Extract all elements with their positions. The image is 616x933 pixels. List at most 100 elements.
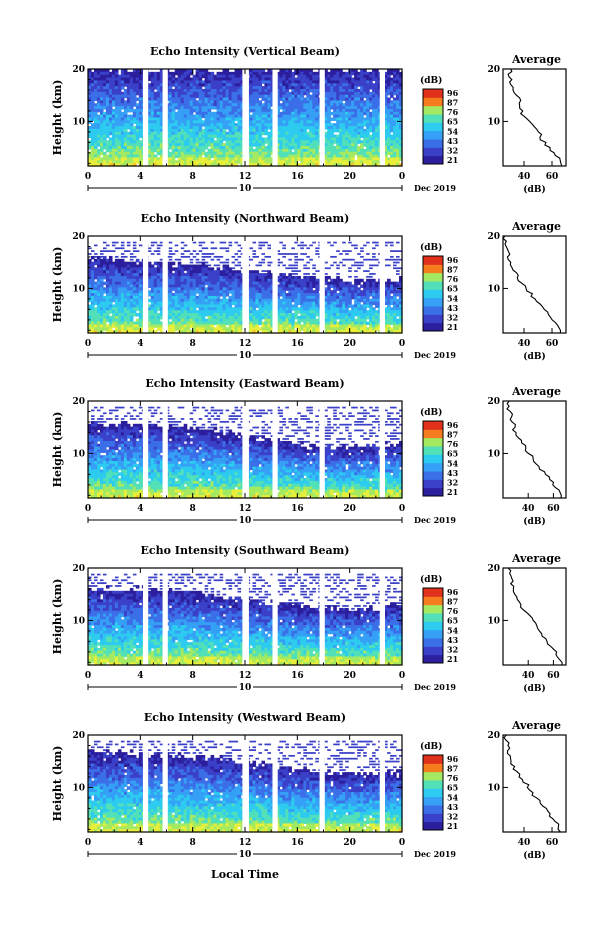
x-tick-label: 0: [399, 172, 405, 182]
x-tick-label: 8: [190, 172, 196, 182]
colorbar-swatch: [423, 122, 443, 131]
colorbar-tick: 43: [447, 635, 459, 645]
colorbar-swatch: [423, 264, 443, 273]
day-marker: 10: [239, 184, 252, 194]
colorbar-tick: 21: [447, 322, 458, 332]
x-tick-label: 12: [239, 339, 252, 349]
average-y-tick: 10: [487, 449, 500, 459]
heatmap: [88, 735, 403, 833]
colorbar-swatch: [423, 289, 443, 298]
average-y-tick: 10: [487, 783, 500, 793]
colorbar-tick: 87: [447, 764, 458, 774]
colorbar-swatch: [423, 613, 443, 622]
x-axis-label: Local Time: [211, 868, 279, 881]
data-gap: [242, 69, 249, 166]
heatmap: [88, 568, 403, 666]
colorbar-swatch: [423, 630, 443, 639]
y-tick-label: 20: [72, 65, 85, 75]
colorbar-swatch: [423, 822, 443, 831]
average-x-tick: 40: [522, 504, 535, 514]
colorbar-swatch: [423, 438, 443, 447]
average-y-tick: 20: [487, 564, 500, 574]
colorbar-tick: 32: [447, 145, 458, 155]
date-label: Dec 2019: [414, 350, 456, 360]
colorbar-swatch: [423, 479, 443, 488]
colorbar-label: (dB): [420, 407, 442, 418]
y-tick-label: 10: [72, 783, 85, 793]
colorbar-swatch: [423, 421, 443, 430]
colorbar-tick: 76: [447, 439, 459, 449]
data-gap: [320, 69, 325, 166]
colorbar-tick: 96: [447, 420, 459, 430]
panel-title: Echo Intensity (Vertical Beam): [150, 45, 340, 58]
y-tick-label: 20: [72, 731, 85, 741]
y-tick-label: 20: [72, 564, 85, 574]
colorbar-swatch: [423, 471, 443, 480]
x-tick-label: 4: [137, 838, 143, 848]
data-gap: [272, 735, 277, 832]
y-tick-label: 20: [72, 232, 85, 242]
colorbar-swatch: [423, 323, 443, 332]
data-gap: [272, 236, 277, 333]
colorbar-swatch: [423, 97, 443, 106]
average-x-tick: 60: [547, 504, 560, 514]
x-tick-label: 8: [190, 339, 196, 349]
data-gap: [320, 401, 325, 498]
colorbar-swatch: [423, 788, 443, 797]
x-tick-label: 4: [137, 339, 143, 349]
x-tick-label: 16: [291, 339, 304, 349]
colorbar-swatch: [423, 772, 443, 781]
colorbar-swatch: [423, 605, 443, 614]
x-tick-label: 0: [85, 838, 91, 848]
data-gap: [143, 735, 148, 832]
colorbar-tick: 54: [447, 126, 459, 136]
average-x-label: (dB): [523, 516, 545, 527]
y-tick-label: 10: [72, 616, 85, 626]
colorbar-swatch: [423, 446, 443, 455]
y-axis-label: Height (km): [51, 746, 64, 822]
colorbar-swatch: [423, 463, 443, 472]
y-axis-label: Height (km): [51, 80, 64, 156]
average-y-tick: 20: [487, 65, 500, 75]
average-frame: [503, 69, 566, 166]
panel-title: Echo Intensity (Eastward Beam): [145, 377, 344, 390]
panel-4: Echo Intensity (Westward Beam)Height (km…: [51, 711, 566, 861]
colorbar-swatch: [423, 621, 443, 630]
colorbar-swatch: [423, 638, 443, 647]
x-tick-label: 12: [239, 838, 252, 848]
average-y-tick: 20: [487, 397, 500, 407]
average-frame: [503, 735, 566, 832]
colorbar-tick: 21: [447, 487, 458, 497]
colorbar-tick: 21: [447, 654, 458, 664]
colorbar-tick: 54: [447, 293, 459, 303]
colorbar-tick: 96: [447, 255, 459, 265]
x-tick-label: 20: [343, 339, 356, 349]
x-tick-label: 20: [343, 838, 356, 848]
panel-title: Echo Intensity (Northward Beam): [141, 212, 350, 225]
data-gap: [380, 401, 385, 498]
colorbar-swatch: [423, 314, 443, 323]
average-title: Average: [511, 719, 561, 732]
data-gap: [380, 69, 385, 166]
x-tick-label: 20: [343, 671, 356, 681]
average-title: Average: [511, 552, 561, 565]
average-profile-line: [508, 568, 562, 665]
colorbar-tick: 43: [447, 802, 459, 812]
x-tick-label: 0: [399, 339, 405, 349]
colorbar-tick: 21: [447, 821, 458, 831]
colorbar-tick: 65: [447, 117, 458, 127]
y-tick-label: 10: [72, 449, 85, 459]
data-gap: [242, 236, 249, 333]
colorbar-swatch: [423, 646, 443, 655]
colorbar-swatch: [423, 256, 443, 265]
data-gap: [320, 236, 325, 333]
data-gap: [163, 568, 168, 665]
colorbar-tick: 65: [447, 449, 458, 459]
colorbar-swatch: [423, 488, 443, 497]
colorbar-tick: 96: [447, 88, 459, 98]
